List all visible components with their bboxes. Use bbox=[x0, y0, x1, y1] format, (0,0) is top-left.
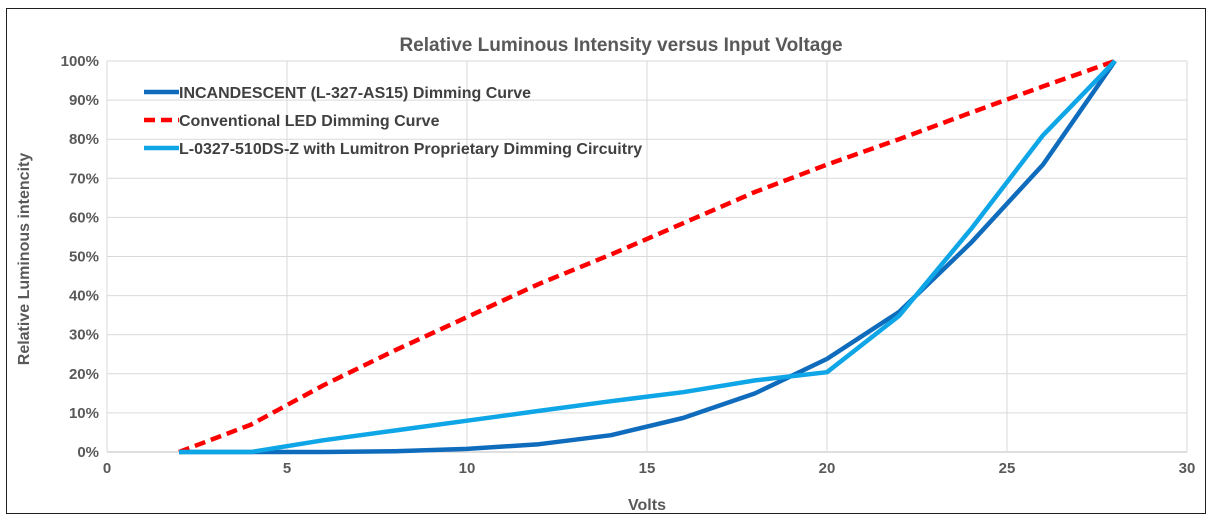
y-tick-label: 100% bbox=[61, 53, 99, 70]
y-tick-label: 20% bbox=[69, 366, 99, 383]
x-tick-labels: 0 5 10 15 20 25 30 bbox=[103, 460, 1196, 477]
x-tick-label: 20 bbox=[819, 460, 836, 477]
series-lines bbox=[178, 58, 1117, 455]
y-tick-label: 0% bbox=[77, 444, 99, 461]
x-tick-label: 10 bbox=[459, 460, 476, 477]
legend-label: Conventional LED Dimming Curve bbox=[179, 113, 440, 130]
x-tick-label: 15 bbox=[639, 460, 656, 477]
series-line-2 bbox=[178, 58, 1116, 455]
x-axis-label: Volts bbox=[628, 497, 666, 514]
y-tick-label: 40% bbox=[69, 288, 99, 305]
series-line-1 bbox=[179, 59, 1117, 455]
y-tick-label: 50% bbox=[69, 249, 99, 266]
y-tick-label: 90% bbox=[69, 92, 99, 109]
y-axis-label: Relative Luminous intencity bbox=[16, 153, 33, 366]
line-chart: Relative Luminous Intensity versus Input… bbox=[16, 35, 1196, 514]
x-tick-label: 25 bbox=[999, 460, 1016, 477]
y-tick-label: 60% bbox=[69, 209, 99, 226]
y-tick-label: 80% bbox=[69, 131, 99, 148]
series-line-3 bbox=[179, 59, 1117, 455]
x-tick-label: 5 bbox=[283, 460, 291, 477]
y-tick-label: 10% bbox=[69, 405, 99, 422]
legend-label: INCANDESCENT (L-327-AS15) Dimming Curve bbox=[179, 85, 531, 102]
legend: INCANDESCENT (L-327-AS15) Dimming Curve C… bbox=[144, 85, 642, 158]
x-tick-label: 0 bbox=[103, 460, 111, 477]
chart-frame: Relative Luminous Intensity versus Input… bbox=[6, 8, 1206, 514]
chart-title: Relative Luminous Intensity versus Input… bbox=[399, 35, 842, 56]
legend-label: L-0327-510DS-Z with Lumitron Proprietary… bbox=[179, 141, 642, 158]
gridlines bbox=[106, 60, 1188, 453]
y-tick-label: 70% bbox=[69, 170, 99, 187]
x-tick-label: 30 bbox=[1179, 460, 1196, 477]
y-tick-label: 30% bbox=[69, 327, 99, 344]
y-tick-labels: 0% 10% 20% 30% 40% 50% 60% 70% 80% 90% 100% bbox=[61, 53, 99, 461]
